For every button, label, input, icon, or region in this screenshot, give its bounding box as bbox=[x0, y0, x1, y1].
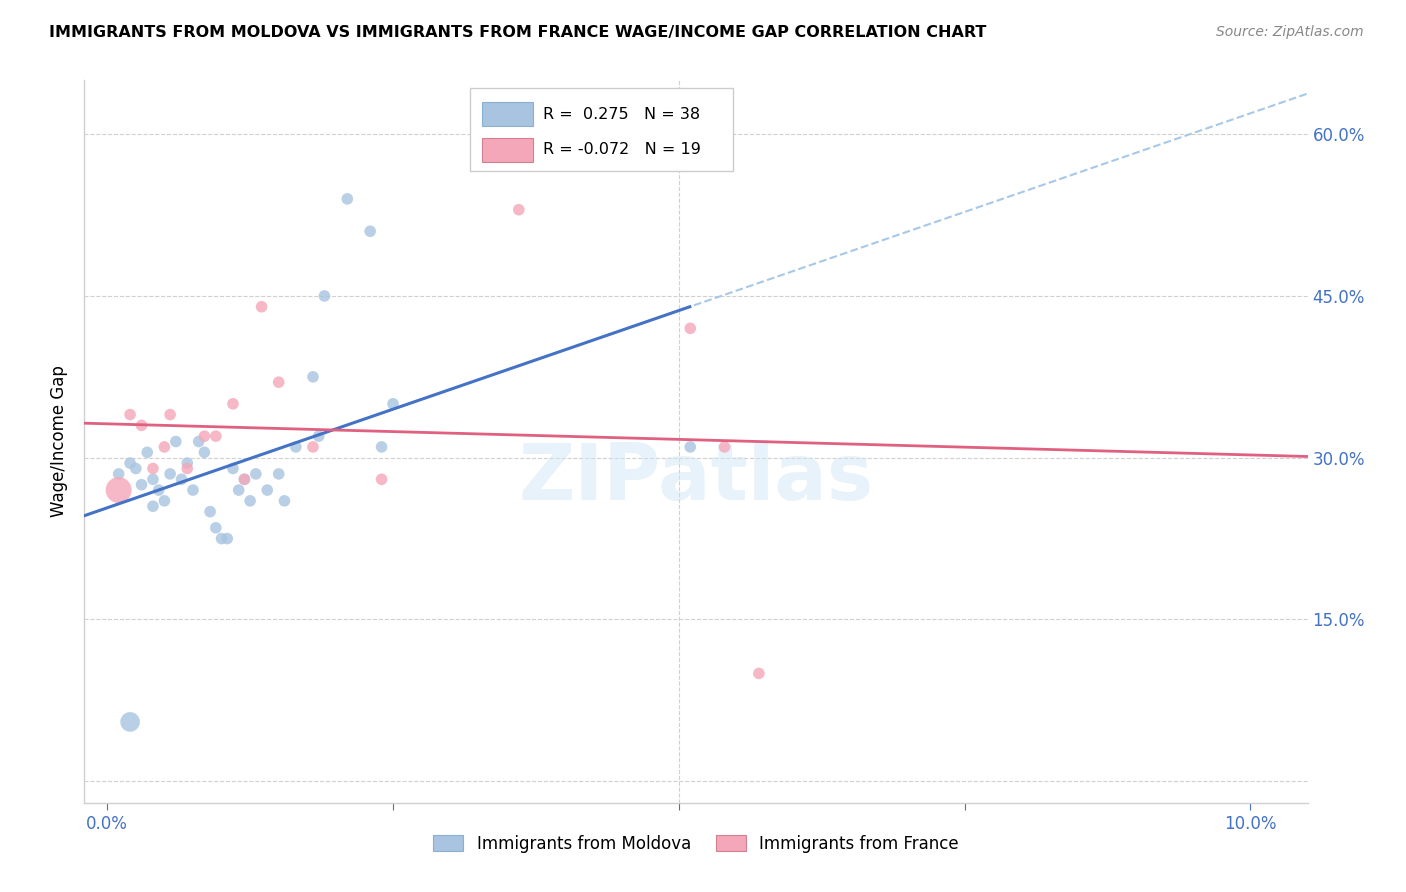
Point bbox=[233, 472, 256, 486]
Point bbox=[125, 461, 148, 475]
Text: R =  0.275   N = 38: R = 0.275 N = 38 bbox=[543, 106, 700, 121]
Point bbox=[370, 472, 392, 486]
Point bbox=[153, 440, 176, 454]
Point bbox=[131, 477, 153, 491]
Point bbox=[148, 483, 170, 497]
Point bbox=[359, 224, 381, 238]
Point bbox=[159, 467, 181, 481]
Point bbox=[120, 456, 142, 470]
Point bbox=[142, 461, 165, 475]
Point bbox=[176, 456, 198, 470]
Point bbox=[336, 192, 359, 206]
Point bbox=[159, 408, 181, 422]
Point bbox=[713, 440, 735, 454]
Point bbox=[198, 505, 221, 519]
Point bbox=[193, 429, 215, 443]
Point bbox=[228, 483, 250, 497]
Point bbox=[267, 376, 290, 390]
Point bbox=[302, 440, 325, 454]
Point bbox=[222, 461, 245, 475]
FancyBboxPatch shape bbox=[482, 137, 533, 162]
Point bbox=[181, 483, 204, 497]
Text: Source: ZipAtlas.com: Source: ZipAtlas.com bbox=[1216, 25, 1364, 39]
Point bbox=[273, 493, 295, 508]
FancyBboxPatch shape bbox=[470, 87, 733, 170]
Point bbox=[205, 429, 228, 443]
Point bbox=[267, 467, 290, 481]
Point bbox=[120, 714, 142, 729]
Text: ZIPatlas: ZIPatlas bbox=[519, 440, 873, 516]
Point bbox=[245, 467, 267, 481]
Point bbox=[211, 532, 233, 546]
Point bbox=[187, 434, 209, 449]
Point bbox=[308, 429, 330, 443]
Point bbox=[136, 445, 159, 459]
Point bbox=[107, 467, 129, 481]
Point bbox=[302, 369, 325, 384]
Point bbox=[107, 483, 129, 497]
Point bbox=[165, 434, 187, 449]
Point bbox=[170, 472, 193, 486]
Point bbox=[233, 472, 256, 486]
Point bbox=[314, 289, 336, 303]
Point bbox=[370, 440, 392, 454]
Text: IMMIGRANTS FROM MOLDOVA VS IMMIGRANTS FROM FRANCE WAGE/INCOME GAP CORRELATION CH: IMMIGRANTS FROM MOLDOVA VS IMMIGRANTS FR… bbox=[49, 25, 987, 40]
Point bbox=[508, 202, 530, 217]
Point bbox=[142, 472, 165, 486]
Point bbox=[153, 493, 176, 508]
Point bbox=[679, 321, 702, 335]
Point bbox=[256, 483, 278, 497]
Point bbox=[120, 408, 142, 422]
Point bbox=[748, 666, 770, 681]
Point bbox=[131, 418, 153, 433]
Point bbox=[142, 500, 165, 514]
Point bbox=[250, 300, 273, 314]
Point bbox=[382, 397, 405, 411]
Y-axis label: Wage/Income Gap: Wage/Income Gap bbox=[51, 366, 69, 517]
Point bbox=[176, 461, 198, 475]
Point bbox=[222, 397, 245, 411]
Point bbox=[205, 521, 228, 535]
Point bbox=[284, 440, 307, 454]
Text: R = -0.072   N = 19: R = -0.072 N = 19 bbox=[543, 143, 702, 157]
Point bbox=[193, 445, 215, 459]
Point bbox=[239, 493, 262, 508]
Legend: Immigrants from Moldova, Immigrants from France: Immigrants from Moldova, Immigrants from… bbox=[426, 828, 966, 860]
FancyBboxPatch shape bbox=[482, 102, 533, 127]
Point bbox=[217, 532, 239, 546]
Point bbox=[679, 440, 702, 454]
